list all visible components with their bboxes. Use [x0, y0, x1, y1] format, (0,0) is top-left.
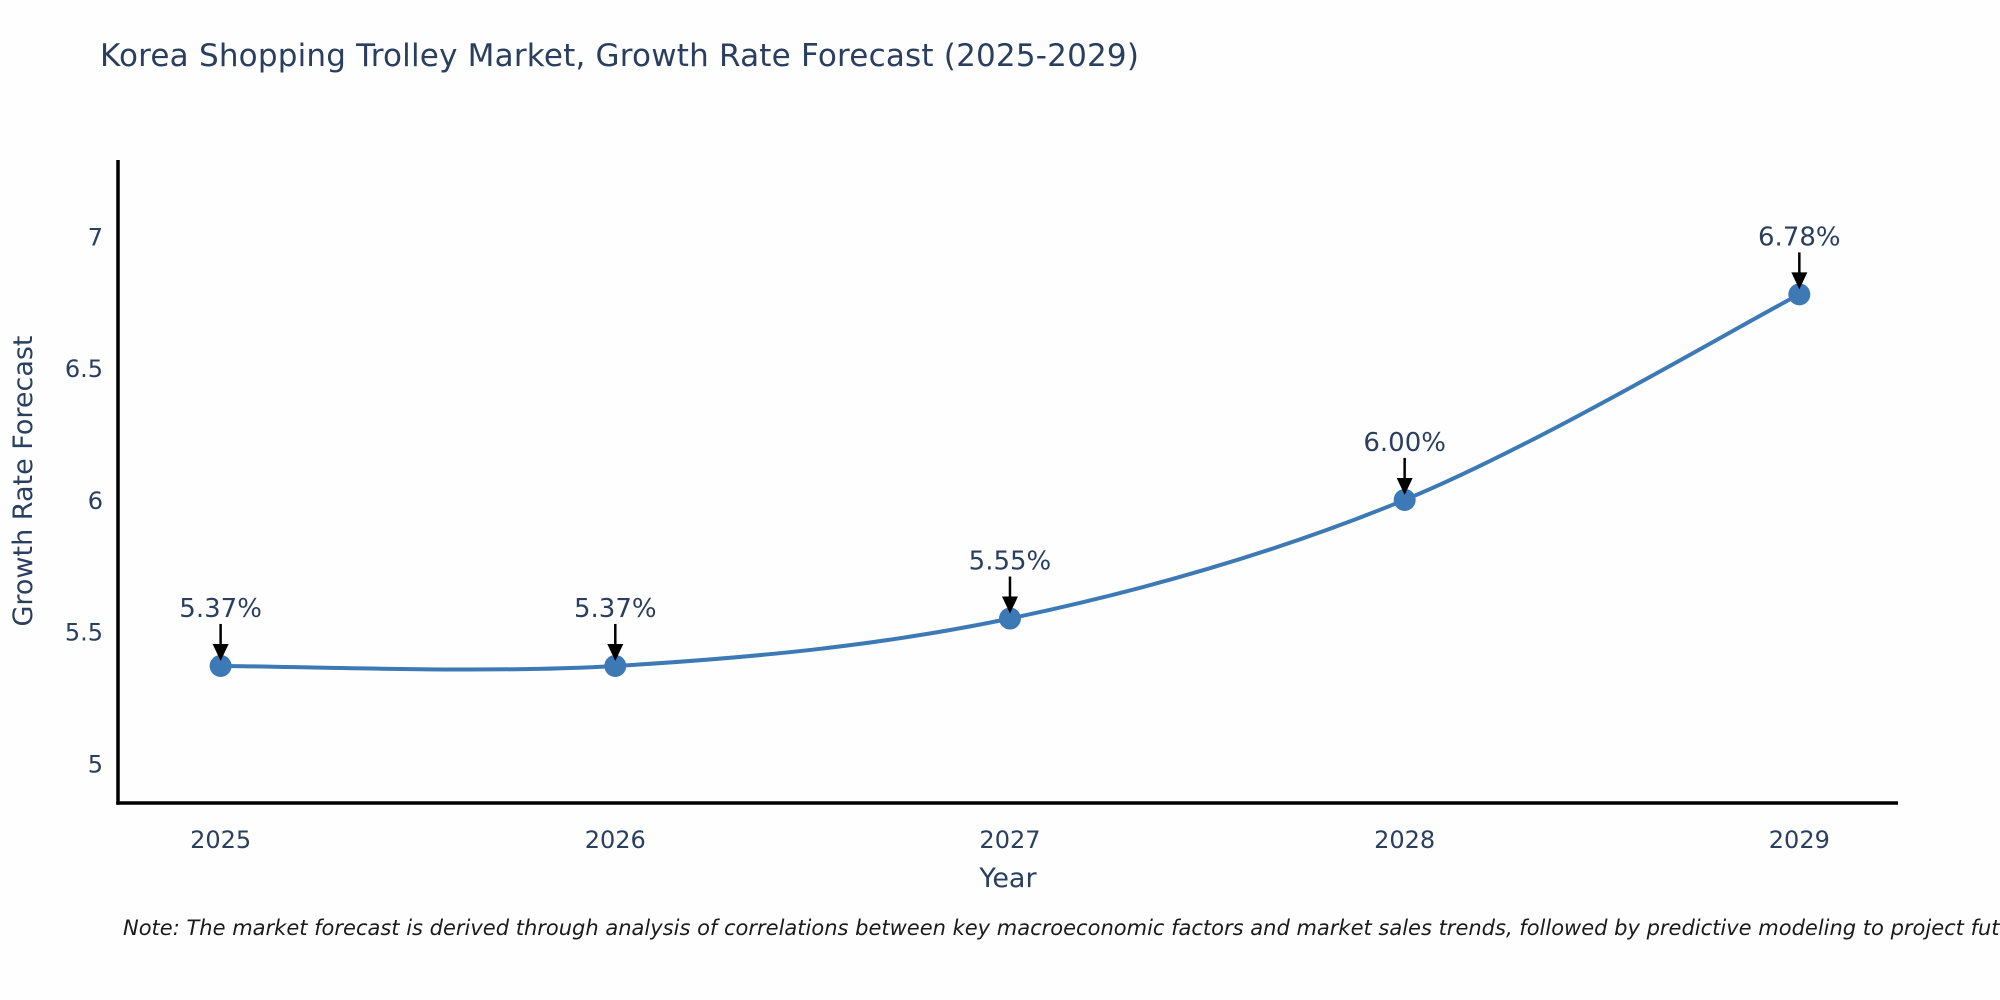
x-tick-label: 2025 — [190, 826, 251, 854]
footnote: Note: The market forecast is derived thr… — [123, 916, 2000, 940]
x-tick-label: 2026 — [585, 826, 646, 854]
data-point — [1393, 488, 1416, 511]
data-point — [998, 607, 1021, 630]
chart-title: Korea Shopping Trolley Market, Growth Ra… — [100, 38, 1140, 74]
y-tick-label: 6 — [88, 487, 103, 515]
annotation-label: 6.00% — [1363, 428, 1446, 458]
x-axis-title: Year — [978, 863, 1037, 894]
data-point — [1788, 283, 1811, 306]
x-tick-label: 2027 — [979, 826, 1040, 854]
y-axis-title: Growth Rate Forecast — [8, 335, 39, 626]
x-tick-label: 2028 — [1374, 826, 1435, 854]
data-point — [209, 654, 232, 677]
y-tick-label: 6.5 — [65, 355, 103, 383]
y-tick-label: 5 — [88, 750, 103, 778]
annotation-label: 5.37% — [574, 594, 657, 624]
annotation-arrowhead — [607, 643, 624, 661]
data-point — [604, 654, 627, 677]
x-tick-label: 2029 — [1769, 826, 1830, 854]
annotation-arrowhead — [1396, 477, 1413, 495]
annotation-label: 5.55% — [969, 547, 1052, 577]
y-tick-label: 7 — [88, 223, 103, 251]
annotation-label: 6.78% — [1758, 222, 1841, 252]
annotation-arrowhead — [212, 643, 229, 661]
annotation-arrowhead — [1001, 596, 1018, 614]
y-tick-label: 5.5 — [65, 619, 103, 647]
annotation-label: 5.37% — [179, 594, 262, 624]
annotation-arrowhead — [1791, 272, 1808, 290]
